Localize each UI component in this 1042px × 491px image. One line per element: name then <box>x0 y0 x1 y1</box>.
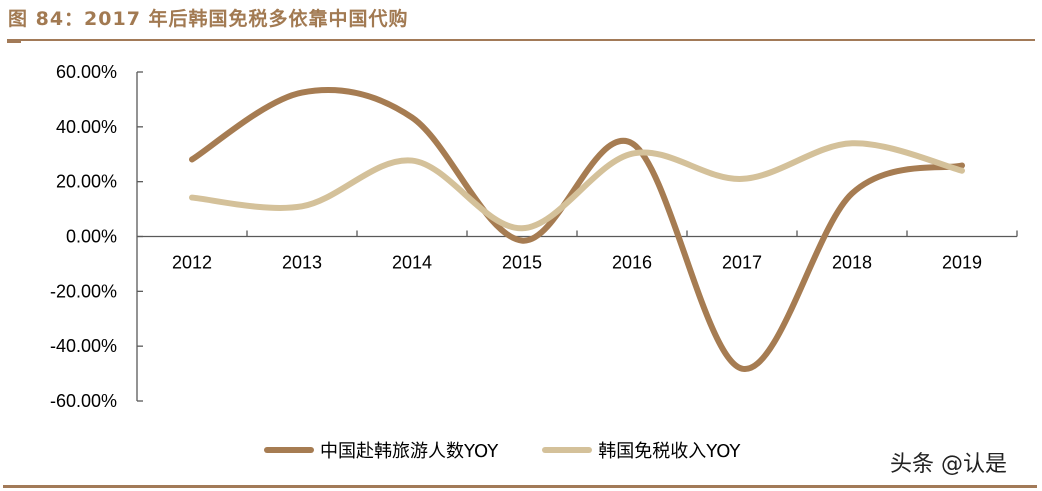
legend-item-china-visitors: 中国赴韩旅游人数YOY <box>264 437 498 463</box>
series-china-visitors-line <box>189 87 965 372</box>
x-tick-label: 2017 <box>722 253 762 273</box>
watermark: 头条 @认是 <box>890 452 1007 477</box>
legend-swatch-light <box>542 447 593 453</box>
series-dutyfree-revenue-line <box>189 140 965 232</box>
y-tick-label: 60.00% <box>56 62 117 82</box>
y-tick-label: -40.00% <box>50 336 117 356</box>
y-tick-label: 40.00% <box>56 117 117 137</box>
y-tick-label: -60.00% <box>50 391 117 411</box>
x-tick-label: 2018 <box>832 253 872 273</box>
legend-item-dutyfree-revenue: 韩国免税收入YOY <box>542 437 740 463</box>
legend-label: 韩国免税收入YOY <box>598 441 741 462</box>
series-lines <box>189 87 965 372</box>
x-axis: 2012 2013 2014 2015 2016 2017 2018 2019 <box>137 230 1018 273</box>
legend-swatch-dark <box>264 447 314 453</box>
y-tick-label: -20.00% <box>50 281 117 301</box>
chart-title: 图 84：2017 年后韩国免税多依靠中国代购 <box>8 8 409 30</box>
legend: 中国赴韩旅游人数YOY 韩国免税收入YOY <box>264 437 784 463</box>
x-tick-label: 2012 <box>172 253 212 273</box>
x-tick-label: 2016 <box>612 253 652 273</box>
x-tick-label: 2013 <box>282 253 322 273</box>
legend-label: 中国赴韩旅游人数YOY <box>320 441 499 462</box>
x-tick-label: 2015 <box>502 253 542 273</box>
title-rule-accent <box>7 40 21 43</box>
y-tick-label: 20.00% <box>56 172 117 192</box>
bottom-rule <box>3 485 1037 488</box>
y-axis: 60.00% 40.00% 20.00% 0.00% -20.00% -40.00% -60… <box>50 62 143 411</box>
title-rule <box>7 39 1035 41</box>
x-tick-label: 2014 <box>392 253 432 273</box>
x-tick-label: 2019 <box>942 253 982 273</box>
y-tick-label: 0.00% <box>66 227 117 247</box>
